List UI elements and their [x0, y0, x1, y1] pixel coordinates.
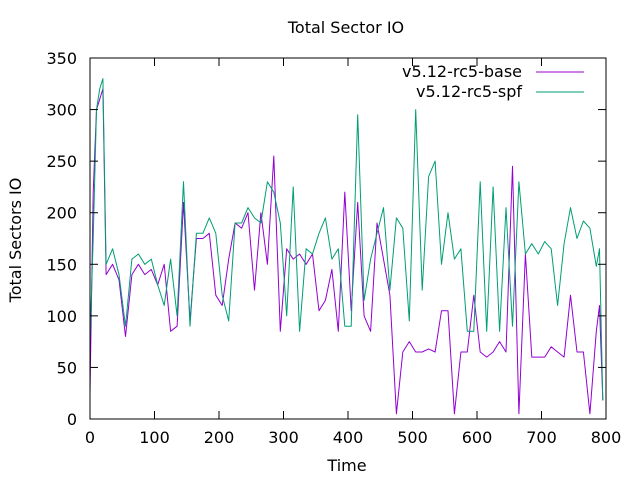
- x-tick-label: 600: [462, 428, 493, 447]
- y-tick-label: 250: [46, 152, 77, 171]
- y-tick-label: 50: [57, 358, 77, 377]
- y-tick-label: 0: [67, 410, 77, 429]
- x-tick-label: 700: [526, 428, 557, 447]
- x-tick-label: 500: [397, 428, 428, 447]
- chart-title: Total Sector IO: [287, 18, 404, 37]
- x-tick-label: 200: [204, 428, 235, 447]
- legend-label: v5.12-rc5-spf: [416, 82, 522, 101]
- x-tick-label: 400: [333, 428, 364, 447]
- tick-layer: 0 100 200 300 400 500 600 700 800 0 50 100 150 200 250…: [46, 49, 621, 447]
- y-tick-label: 150: [46, 255, 77, 274]
- series-line-v5.12-rc5-base: [89, 88, 604, 415]
- y-tick-label: 200: [46, 204, 77, 223]
- plot-frame: [89, 57, 607, 420]
- x-tick-label: 100: [139, 428, 170, 447]
- series-layer: [89, 78, 604, 415]
- legend-label: v5.12-rc5-base: [402, 62, 522, 81]
- y-tick-label: 350: [46, 49, 77, 68]
- x-tick-label: 300: [268, 428, 299, 447]
- x-tick-label: 0: [85, 428, 95, 447]
- y-tick-label: 100: [46, 307, 77, 326]
- y-axis-title: Total Sectors IO: [6, 178, 25, 304]
- x-tick-label: 800: [591, 428, 622, 447]
- x-axis-title: Time: [326, 456, 366, 475]
- series-line-v5.12-rc5-spf: [89, 78, 604, 401]
- y-tick-label: 300: [46, 101, 77, 120]
